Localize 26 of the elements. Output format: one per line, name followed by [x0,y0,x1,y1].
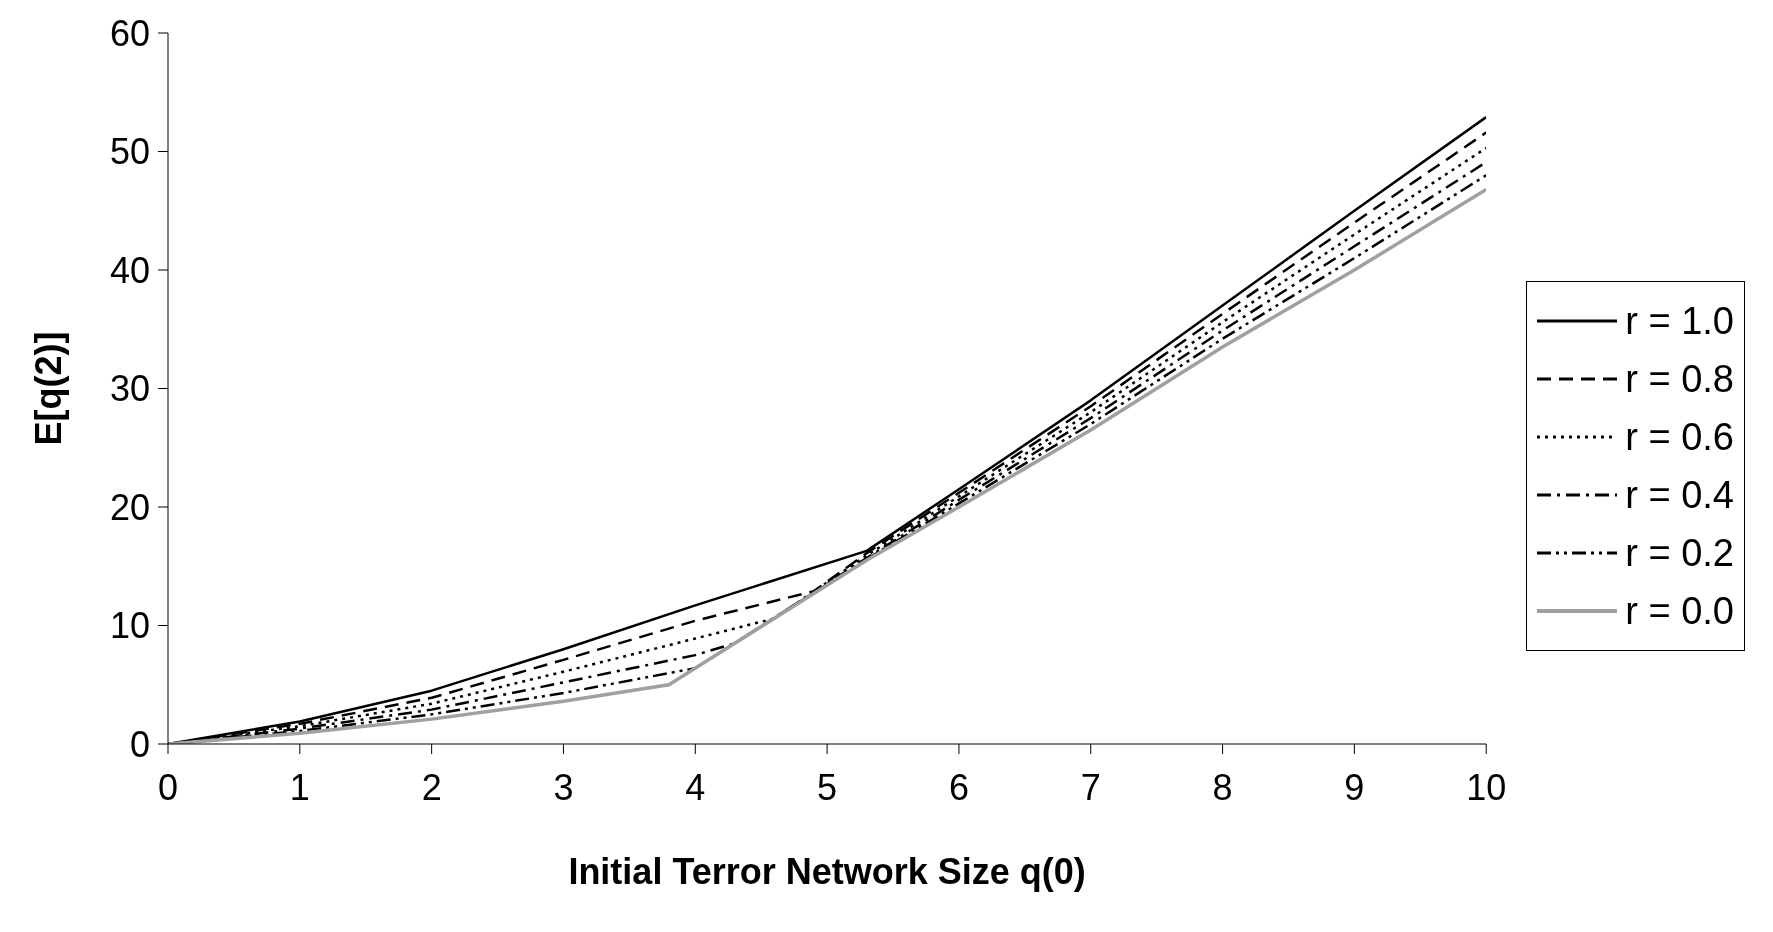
y-tick-label: 40 [109,249,150,291]
legend-label: r = 1.0 [1625,299,1734,343]
y-tick-label: 20 [109,486,150,528]
y-tick-label: 50 [109,131,150,173]
legend-label: r = 0.2 [1625,531,1734,575]
x-tick-label: 1 [289,766,310,808]
y-tick-label: 10 [109,605,150,647]
y-tick-label: 0 [129,723,150,765]
x-tick-label: 6 [948,766,969,808]
y-axis-title: E[q(2)] [27,331,69,446]
x-tick-label: 3 [553,766,574,808]
legend-label: r = 0.8 [1625,357,1734,401]
legend-label: r = 0.4 [1625,473,1734,517]
x-tick-label: 2 [421,766,442,808]
x-axis-title: Initial Terror Network Size q(0) [568,851,1086,892]
x-tick-label: 10 [1466,766,1507,808]
x-tick-label: 9 [1344,766,1365,808]
x-tick-label: 0 [157,766,179,808]
legend-label: r = 0.6 [1625,415,1734,459]
x-tick-label: 7 [1080,766,1101,808]
y-tick-label: 30 [109,368,150,410]
y-tick-label: 60 [109,12,150,54]
legend-label: r = 0.0 [1625,589,1734,633]
x-tick-label: 5 [817,766,838,808]
x-tick-label: 4 [685,766,706,808]
x-tick-label: 8 [1212,766,1233,808]
